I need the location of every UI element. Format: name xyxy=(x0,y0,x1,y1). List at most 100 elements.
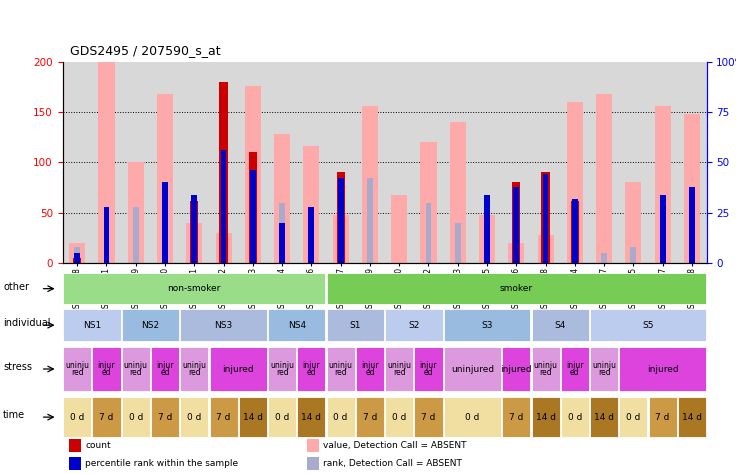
Bar xyxy=(385,310,442,341)
Bar xyxy=(509,243,524,263)
Text: 14 d: 14 d xyxy=(682,413,702,421)
Bar xyxy=(542,173,550,263)
Bar xyxy=(327,273,706,304)
Text: injur
ed: injur ed xyxy=(302,361,320,377)
Text: 7 d: 7 d xyxy=(363,413,377,421)
Bar xyxy=(307,457,319,470)
Text: stress: stress xyxy=(3,362,32,372)
Bar xyxy=(450,122,466,263)
Bar xyxy=(420,142,436,263)
Bar xyxy=(127,163,144,263)
Bar xyxy=(69,457,81,470)
Bar xyxy=(93,346,121,392)
Bar xyxy=(162,182,168,263)
Bar xyxy=(391,195,407,263)
Bar xyxy=(303,146,319,263)
Bar xyxy=(69,439,81,452)
Bar xyxy=(245,86,261,263)
Text: S1: S1 xyxy=(350,321,361,329)
Bar xyxy=(514,187,519,263)
Bar xyxy=(216,233,232,263)
Bar xyxy=(561,346,589,392)
Text: S5: S5 xyxy=(643,321,654,329)
Text: uninju
red: uninju red xyxy=(329,361,353,377)
Bar xyxy=(362,106,378,263)
Bar xyxy=(338,179,344,263)
Bar xyxy=(356,398,384,437)
Text: uninju
red: uninju red xyxy=(270,361,294,377)
Text: 0 d: 0 d xyxy=(465,413,480,421)
Bar xyxy=(73,258,81,263)
Bar xyxy=(367,179,373,263)
Bar xyxy=(561,398,589,437)
Bar xyxy=(210,346,267,392)
Bar xyxy=(619,398,648,437)
Text: uninju
red: uninju red xyxy=(183,361,206,377)
Bar xyxy=(104,207,110,263)
Text: injured: injured xyxy=(647,365,679,374)
Text: uninju
red: uninju red xyxy=(124,361,148,377)
Bar xyxy=(385,398,413,437)
Bar xyxy=(69,243,85,263)
Bar xyxy=(132,207,138,263)
Text: NS1: NS1 xyxy=(82,321,101,329)
Text: 0 d: 0 d xyxy=(333,413,348,421)
Bar xyxy=(121,346,150,392)
Bar xyxy=(268,346,296,392)
Bar xyxy=(238,398,267,437)
Bar xyxy=(180,310,267,341)
Bar xyxy=(537,235,553,263)
Text: 0 d: 0 d xyxy=(392,413,406,421)
Bar xyxy=(279,223,285,263)
Bar xyxy=(249,152,257,263)
Text: 7 d: 7 d xyxy=(216,413,231,421)
Bar xyxy=(336,173,344,263)
Text: NS4: NS4 xyxy=(288,321,305,329)
Bar xyxy=(619,346,706,392)
Bar xyxy=(689,187,695,263)
Bar xyxy=(63,273,325,304)
Text: injur
ed: injur ed xyxy=(98,361,116,377)
Text: other: other xyxy=(3,282,29,292)
Bar xyxy=(327,310,384,341)
Text: individual: individual xyxy=(3,319,51,328)
Bar xyxy=(63,310,121,341)
Text: 14 d: 14 d xyxy=(536,413,556,421)
Text: percentile rank within the sample: percentile rank within the sample xyxy=(85,459,238,468)
Text: 7 d: 7 d xyxy=(158,413,172,421)
Text: time: time xyxy=(3,410,25,420)
Bar xyxy=(385,346,413,392)
Bar xyxy=(99,62,115,263)
Bar xyxy=(531,310,589,341)
Text: 0 d: 0 d xyxy=(129,413,143,421)
Bar xyxy=(74,247,80,263)
Bar xyxy=(74,253,80,263)
Bar xyxy=(93,398,121,437)
Bar xyxy=(567,102,583,263)
Bar xyxy=(444,346,501,392)
Bar xyxy=(512,182,520,263)
Bar xyxy=(414,398,442,437)
Text: S2: S2 xyxy=(408,321,420,329)
Bar xyxy=(180,346,208,392)
Bar xyxy=(654,106,670,263)
Text: injured: injured xyxy=(500,365,532,374)
Bar xyxy=(455,223,461,263)
Bar xyxy=(659,195,665,263)
Text: 0 d: 0 d xyxy=(70,413,85,421)
Text: 7 d: 7 d xyxy=(99,413,113,421)
Bar xyxy=(531,346,559,392)
Text: S3: S3 xyxy=(481,321,493,329)
Text: uninjured: uninjured xyxy=(451,365,494,374)
Bar xyxy=(626,182,642,263)
Bar xyxy=(268,310,325,341)
Bar xyxy=(219,82,227,263)
Text: injur
ed: injur ed xyxy=(420,361,437,377)
Bar xyxy=(327,346,355,392)
Text: NS3: NS3 xyxy=(214,321,233,329)
Text: non-smoker: non-smoker xyxy=(168,284,221,293)
Bar xyxy=(689,187,695,263)
Text: 14 d: 14 d xyxy=(243,413,263,421)
Bar xyxy=(180,398,208,437)
Bar xyxy=(308,207,314,263)
